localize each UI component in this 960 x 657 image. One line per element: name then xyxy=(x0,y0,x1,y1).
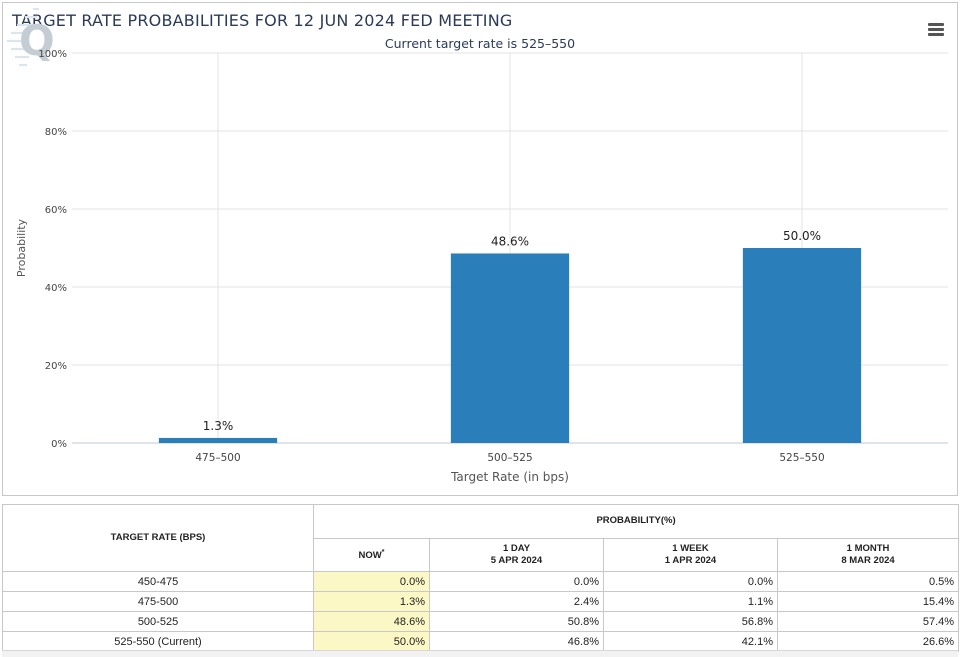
rate-cell: 500-525 xyxy=(2,611,314,632)
x-tick-label: 525–550 xyxy=(779,452,824,464)
now-probability-cell: 50.0% xyxy=(313,631,430,652)
probability-cell: 0.0% xyxy=(429,571,604,592)
rate-cell: 525-550 (Current) xyxy=(2,631,314,652)
period-date: 8 MAR 2024 xyxy=(841,554,895,566)
period-label: 1 DAY xyxy=(502,542,531,554)
table-footnote-bar xyxy=(2,650,958,657)
chart-title: TARGET RATE PROBABILITIES FOR 12 JUN 202… xyxy=(12,11,513,30)
y-tick-label: 60% xyxy=(45,205,67,216)
y-tick-label: 0% xyxy=(51,439,67,450)
svg-text:Q: Q xyxy=(19,16,55,65)
rate-column-header: TARGET RATE (BPS) xyxy=(2,504,314,572)
hamburger-menu-icon[interactable] xyxy=(923,17,949,41)
x-tick-label: 475–500 xyxy=(195,452,240,464)
bar xyxy=(158,437,278,443)
table-row: 475-500 1.3% 2.4% 1.1% 15.4% xyxy=(2,591,960,612)
probability-column-header: PROBABILITY(%) xyxy=(312,504,960,539)
q-logo-icon: Q xyxy=(7,7,55,67)
period-label: 1 WEEK xyxy=(672,542,709,554)
y-tick-label: 100% xyxy=(38,49,67,60)
period-date: 5 APR 2024 xyxy=(490,554,543,566)
data-label: 1.3% xyxy=(203,419,234,433)
probability-cell: 57.4% xyxy=(776,611,960,632)
probability-table: TARGET RATE (BPS) PROBABILITY(%) NOW* 1 D… xyxy=(2,504,960,652)
probability-cell: 0.0% xyxy=(603,571,778,592)
y-tick-label: 80% xyxy=(45,127,67,138)
probability-table-body: 450-475 0.0% 0.0% 0.0% 0.5% 475-500 1.3% 2.4% 1.… xyxy=(2,571,960,652)
chart-panel: TARGET RATE PROBABILITIES FOR 12 JUN 202… xyxy=(2,2,958,496)
footnote-marker: * xyxy=(381,549,385,557)
y-tick-label: 40% xyxy=(45,283,67,294)
probability-cell: 1.1% xyxy=(603,591,778,612)
probability-cell: 26.6% xyxy=(776,631,960,652)
table-row: 525-550 (Current) 50.0% 46.8% 42.1% 26.6% xyxy=(2,631,960,652)
period-header-1: 1 DAY 5 APR 2024 xyxy=(429,537,604,572)
y-axis-title: Probability xyxy=(15,218,28,277)
x-axis-title: Target Rate (in bps) xyxy=(450,470,569,484)
bar xyxy=(450,253,570,443)
probability-cell: 2.4% xyxy=(429,591,604,612)
chart-subtitle: Current target rate is 525–550 xyxy=(384,36,576,51)
table-row: 450-475 0.0% 0.0% 0.0% 0.5% xyxy=(2,571,960,592)
probability-cell: 0.5% xyxy=(776,571,960,592)
probability-cell: 42.1% xyxy=(603,631,778,652)
period-header-row: NOW* 1 DAY 5 APR 2024 1 WEEK 1 APR 2024 1 MON… xyxy=(3,537,960,572)
period-header-0: NOW* xyxy=(313,537,430,572)
table-row: 500-525 48.6% 50.8% 56.8% 57.4% xyxy=(2,611,960,632)
probability-cell: 56.8% xyxy=(603,611,778,632)
x-tick-label: 500–525 xyxy=(487,452,532,464)
rate-cell: 450-475 xyxy=(2,571,314,592)
period-header-2: 1 WEEK 1 APR 2024 xyxy=(603,537,778,572)
probability-table-container: TARGET RATE (BPS) PROBABILITY(%) NOW* 1 D… xyxy=(2,504,960,652)
bar xyxy=(742,248,862,443)
probability-cell: 50.8% xyxy=(429,611,604,632)
now-probability-cell: 48.6% xyxy=(313,611,430,632)
now-probability-cell: 1.3% xyxy=(313,591,430,612)
y-tick-label: 20% xyxy=(45,361,67,372)
data-label: 48.6% xyxy=(491,234,529,248)
data-label: 50.0% xyxy=(783,229,821,243)
period-label: NOW xyxy=(358,550,382,562)
bar-chart: 0% 20% 40% 60% 80% 100% 1.3% 475–500 48.6% 500–52… xyxy=(15,49,948,484)
period-header-3: 1 MONTH 8 MAR 2024 xyxy=(776,537,960,572)
probability-cell: 15.4% xyxy=(776,591,960,612)
period-date: 1 APR 2024 xyxy=(664,554,717,566)
rate-cell: 475-500 xyxy=(2,591,314,612)
period-label: 1 MONTH xyxy=(846,542,890,554)
probability-cell: 46.8% xyxy=(429,631,604,652)
now-probability-cell: 0.0% xyxy=(313,571,430,592)
